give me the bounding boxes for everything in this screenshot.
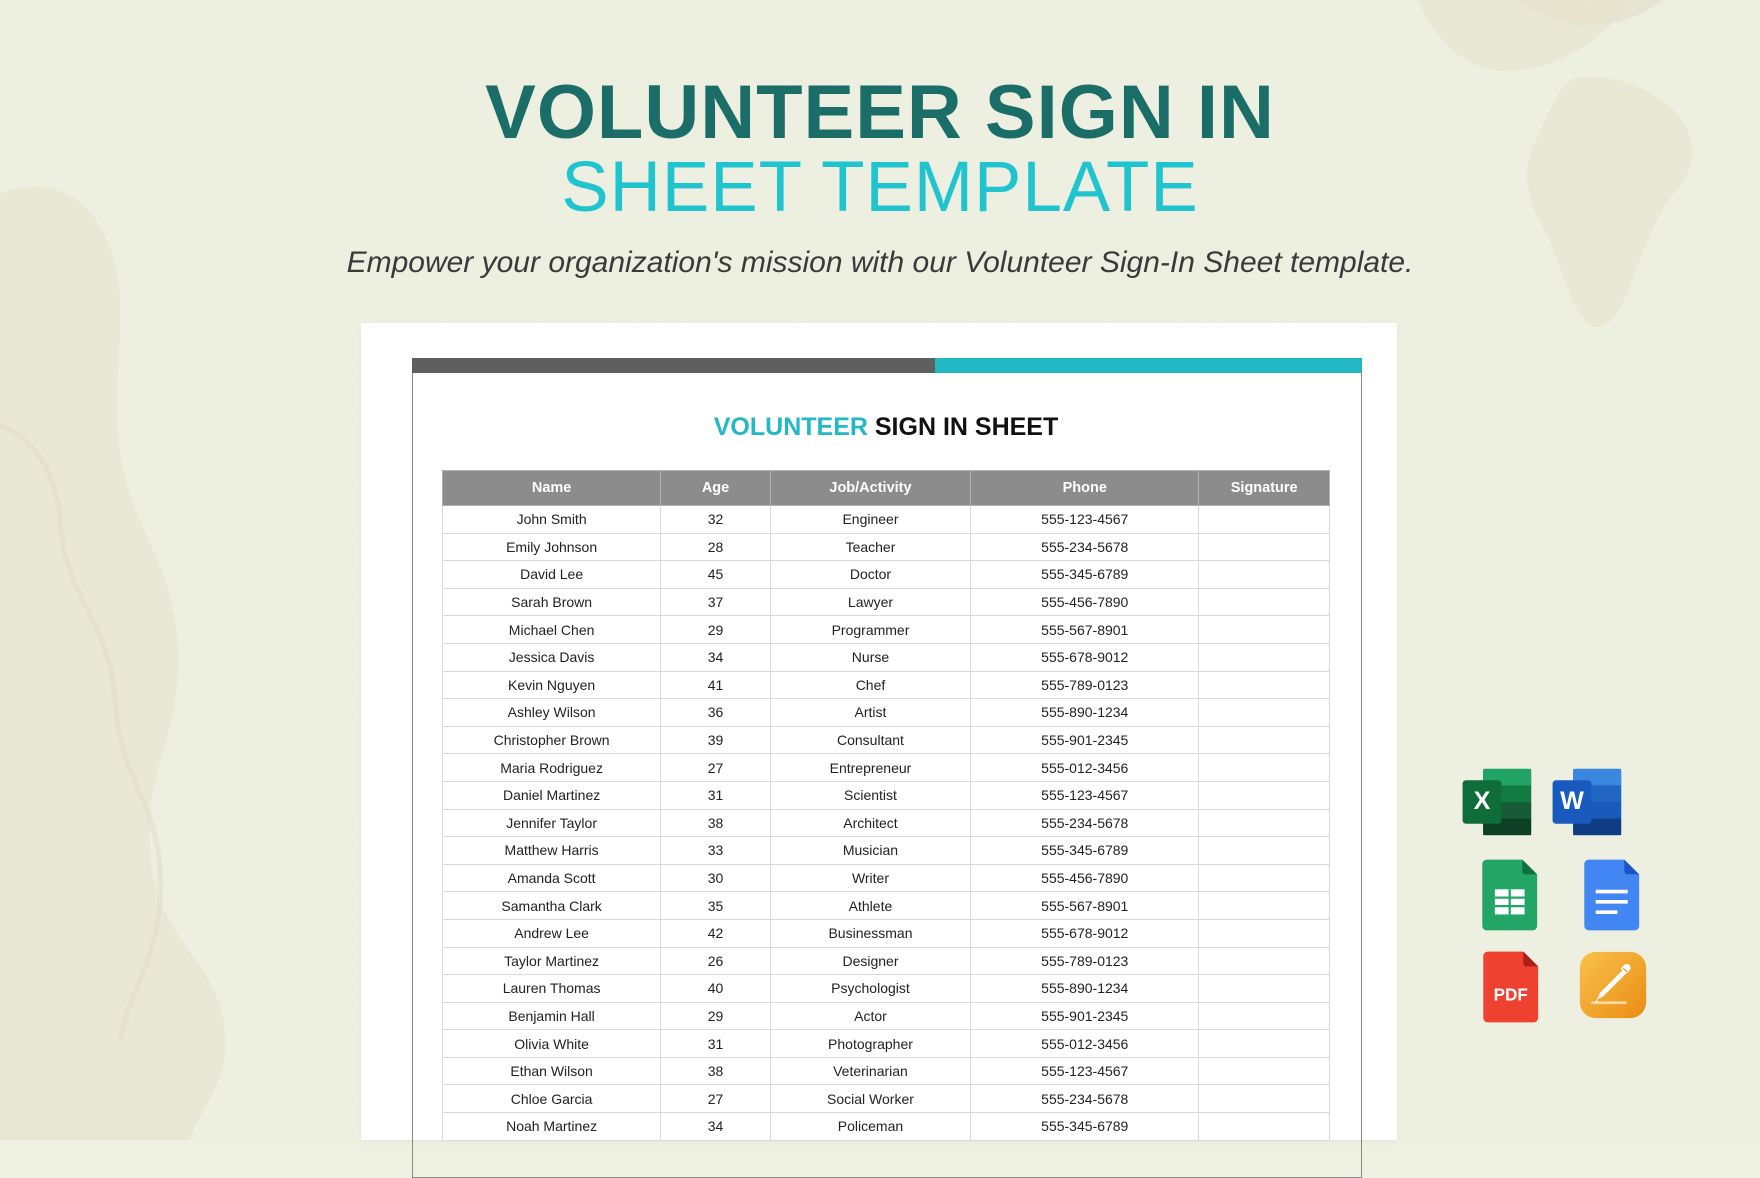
svg-text:W: W <box>1560 787 1584 815</box>
svg-text:X: X <box>1474 787 1491 815</box>
svg-text:PDF: PDF <box>1494 985 1528 1005</box>
